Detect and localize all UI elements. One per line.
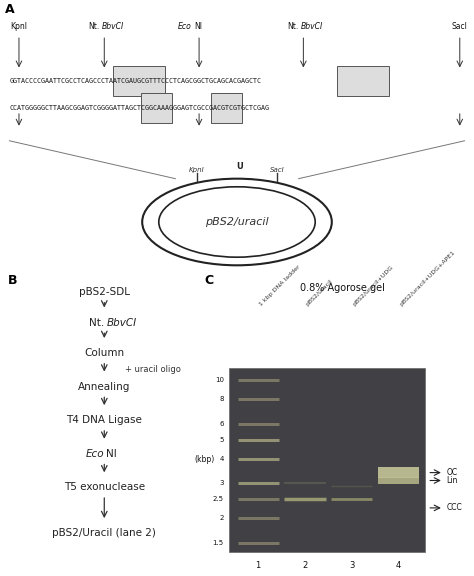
- Text: BbvCI: BbvCI: [102, 22, 124, 31]
- Text: 1 kbp DNA ladder: 1 kbp DNA ladder: [258, 264, 301, 308]
- Text: pBS2/uracil: pBS2/uracil: [205, 217, 269, 227]
- Text: CCATGGGGGCTTAAGCGGAGTCGGGGATTAGCTCGGCAAAGGGAGTCGCCGACGTCGTGCTCGAG: CCATGGGGGCTTAAGCGGAGTCGGGGATTAGCTCGGCAAA…: [9, 105, 270, 111]
- Bar: [378, 478, 419, 484]
- Text: pBS2-SDL: pBS2-SDL: [79, 287, 130, 297]
- Text: 3: 3: [349, 561, 355, 570]
- Text: Nt.: Nt.: [89, 317, 104, 328]
- Text: NI: NI: [194, 22, 202, 31]
- Text: GGTACCCCGAATTCGCCTCAGCCCTAATCGAUGCGTTTCCCTCAGCGGCTGCAGCACGAGCTC: GGTACCCCGAATTCGCCTCAGCCCTAATCGAUGCGTTTCC…: [9, 78, 262, 84]
- Text: pBS2/Uracil (lane 2): pBS2/Uracil (lane 2): [52, 528, 156, 538]
- Text: + uracil oligo: + uracil oligo: [125, 365, 181, 374]
- Text: Eco: Eco: [86, 449, 104, 459]
- Text: OC: OC: [447, 468, 457, 477]
- Text: Annealing: Annealing: [78, 382, 130, 392]
- FancyBboxPatch shape: [141, 93, 172, 123]
- Text: Nt.: Nt.: [88, 22, 100, 31]
- Text: 1.5: 1.5: [213, 540, 224, 545]
- Text: pBS2/uracil: pBS2/uracil: [305, 279, 334, 308]
- Ellipse shape: [159, 187, 315, 257]
- Text: pBS2/uracil+UDG: pBS2/uracil+UDG: [352, 265, 394, 308]
- Text: 0.8% Agorose gel: 0.8% Agorose gel: [300, 283, 384, 293]
- Text: 5: 5: [219, 437, 224, 442]
- Text: Lin: Lin: [447, 476, 458, 485]
- Text: T5 exonuclease: T5 exonuclease: [64, 483, 145, 492]
- Ellipse shape: [142, 179, 332, 266]
- Bar: [229, 369, 425, 552]
- Text: BbvCI: BbvCI: [106, 317, 137, 328]
- Text: (kbp): (kbp): [194, 456, 215, 464]
- Text: A: A: [5, 3, 14, 16]
- FancyBboxPatch shape: [337, 66, 389, 96]
- Text: BbvCI: BbvCI: [301, 22, 323, 31]
- Text: CCC: CCC: [447, 503, 462, 513]
- Text: 2: 2: [219, 515, 224, 521]
- Text: SacI: SacI: [270, 167, 285, 173]
- Text: 1: 1: [255, 561, 261, 570]
- FancyBboxPatch shape: [211, 93, 242, 123]
- Text: SacI: SacI: [452, 22, 468, 31]
- Text: 6: 6: [219, 421, 224, 427]
- Text: 4: 4: [219, 456, 224, 462]
- Text: B: B: [9, 274, 18, 287]
- FancyBboxPatch shape: [113, 66, 165, 96]
- Text: Nt.: Nt.: [287, 22, 299, 31]
- Text: 2: 2: [302, 561, 308, 570]
- Text: C: C: [205, 274, 214, 287]
- Text: U: U: [236, 161, 243, 170]
- Text: 8: 8: [219, 396, 224, 403]
- Text: pBS2/uracil+UDG+APE1: pBS2/uracil+UDG+APE1: [398, 250, 456, 308]
- Text: 3: 3: [219, 480, 224, 486]
- Text: 4: 4: [396, 561, 401, 570]
- Text: Eco: Eco: [178, 22, 192, 31]
- Text: NI: NI: [106, 449, 117, 459]
- Text: T4 DNA Ligase: T4 DNA Ligase: [66, 415, 142, 425]
- Text: KpnI: KpnI: [189, 167, 205, 173]
- Text: 10: 10: [215, 377, 224, 384]
- Text: Column: Column: [84, 348, 124, 358]
- Text: 2.5: 2.5: [213, 496, 224, 502]
- Bar: [378, 467, 419, 478]
- Text: KpnI: KpnI: [10, 22, 27, 31]
